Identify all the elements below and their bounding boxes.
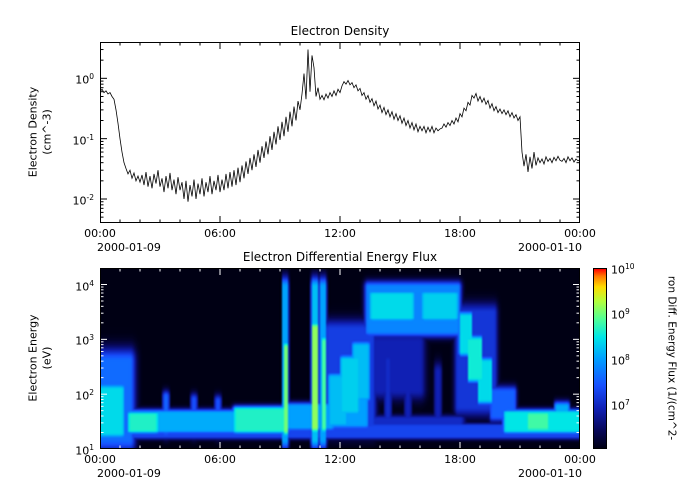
y-tick-label: 101: [75, 443, 94, 458]
y-tick-label: 103: [75, 333, 94, 348]
y-tick-label: 104: [75, 278, 94, 294]
colorbar-tick-label: 107: [611, 397, 630, 413]
y-tick-label: 10-2: [72, 192, 94, 208]
x-date-label: 2000-01-09: [97, 467, 161, 480]
colorbar-gradient: [593, 268, 607, 449]
density-plot: [100, 42, 580, 223]
bottom-y-axis-units: (eV): [40, 346, 54, 370]
bottom-y-axis-label: Electron Energy: [26, 314, 40, 402]
x-tick-label: 00:00: [564, 453, 596, 466]
colorbar-tick-label: 109: [611, 307, 630, 322]
spectrogram-image: [100, 268, 580, 449]
x-tick-label: 06:00: [204, 227, 236, 240]
y-tick-label: 10-1: [72, 132, 94, 148]
density-trace: [100, 49, 580, 202]
y-tick-label: 102: [75, 388, 94, 403]
x-tick-label: 18:00: [444, 227, 476, 240]
x-tick-label: 12:00: [324, 453, 356, 466]
x-tick-label: 12:00: [324, 227, 356, 240]
x-tick-label: 06:00: [204, 453, 236, 466]
x-tick-label: 18:00: [444, 453, 476, 466]
x-tick-label: 00:00: [84, 453, 116, 466]
x-tick-label: 00:00: [84, 227, 116, 240]
colorbar-axis-label: ron Diff. Energy Flux (1/(cm^2-: [665, 275, 678, 441]
top-plot-title: Electron Density: [290, 24, 390, 38]
x-date-label: 2000-01-10: [518, 467, 582, 480]
colorbar-tick-label: 108: [611, 352, 630, 368]
spectrogram-axes: [100, 268, 580, 449]
x-date-label: 2000-01-09: [97, 241, 161, 254]
y-tick-label: 100: [75, 72, 94, 87]
x-tick-label: 00:00: [564, 227, 596, 240]
bottom-plot-title: Electron Differential Energy Flux: [242, 250, 438, 264]
top-y-axis-label: Electron Density: [26, 86, 40, 178]
x-date-label: 2000-01-10: [518, 241, 582, 254]
colorbar-tick-label: 1010: [611, 262, 635, 277]
